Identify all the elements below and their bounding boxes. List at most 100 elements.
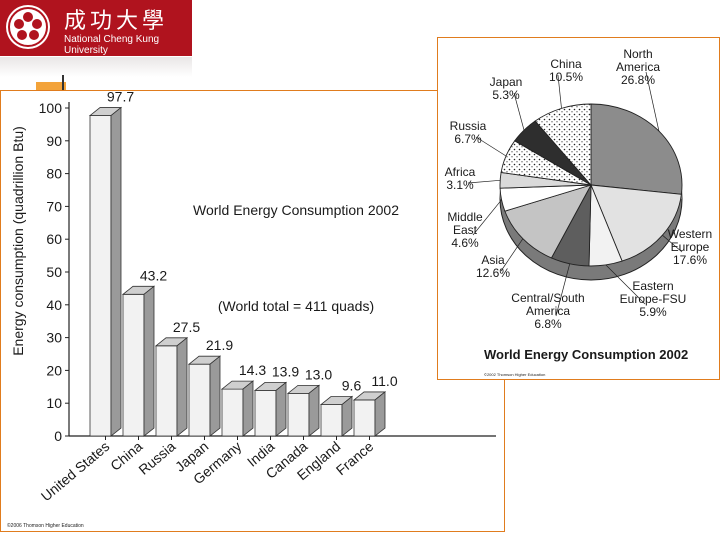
pie-slice-label: Russia xyxy=(450,119,487,133)
bar-side xyxy=(176,336,188,437)
bar-japan xyxy=(187,355,222,437)
pie-chart-title: World Energy Consumption 2002 xyxy=(484,347,688,362)
bar-front xyxy=(353,399,376,437)
pie-leader-line xyxy=(475,136,507,157)
bar-y-tick-label: 30 xyxy=(46,330,62,346)
bar-side xyxy=(341,395,353,437)
bar-chart: Energy consumption (quadrillion Btu) Wor… xyxy=(7,91,496,529)
bar-front xyxy=(320,404,343,437)
pie-slice-label: Africa xyxy=(445,165,476,179)
bar-value-label: 97.7 xyxy=(107,91,134,105)
pie-slice-label: Europe xyxy=(671,240,710,254)
bar-chart-annotation: (World total = 411 quads) xyxy=(218,298,374,314)
bar-side xyxy=(242,380,254,437)
pie-slice-label: East xyxy=(453,223,478,237)
bar-chart-title: World Energy Consumption 2002 xyxy=(193,202,399,218)
pie-leader-line xyxy=(662,234,683,253)
bar-canada xyxy=(286,384,321,437)
pie-slice-label: Japan xyxy=(490,75,523,89)
pie-slice-percent: 10.5% xyxy=(549,70,583,84)
bar-y-tick-label: 10 xyxy=(46,395,62,411)
bar-front xyxy=(287,392,310,437)
university-name-en: National Cheng Kung University xyxy=(64,34,160,56)
pie-slice-label: Middle xyxy=(447,210,483,224)
bar-category-label: United States xyxy=(38,438,113,504)
bar-value-label: 13.0 xyxy=(305,366,332,382)
bar-front xyxy=(188,363,211,437)
bar-category-label: France xyxy=(333,438,377,478)
pie-slice-label: North xyxy=(623,47,652,61)
bar-front xyxy=(155,345,178,437)
pie-slice-label: Western xyxy=(668,227,712,241)
bar-y-tick-label: 60 xyxy=(46,231,62,247)
pie-leader-line xyxy=(605,264,646,305)
pie-slice-label: China xyxy=(550,57,582,71)
bar-front xyxy=(122,293,145,437)
pie-leader-line xyxy=(555,263,571,317)
pie-slice-percent: 3.1% xyxy=(446,178,474,192)
pie-slice-percent: 6.7% xyxy=(454,132,482,146)
bar-india xyxy=(253,381,288,437)
pie-chart-credit: ©2002 Thomson Higher Education xyxy=(484,372,545,377)
accent-line xyxy=(62,75,64,97)
pie-leader-line xyxy=(467,179,501,184)
bar-side xyxy=(374,391,386,437)
bar-category-label: Russia xyxy=(135,438,178,478)
bar-front xyxy=(221,388,244,437)
pie-slice-percent: 17.6% xyxy=(673,253,707,267)
pie-leader-line xyxy=(557,74,562,109)
bar-value-label: 14.3 xyxy=(239,362,266,378)
pie-slice-percent: 26.8% xyxy=(621,73,655,87)
bar-value-label: 21.9 xyxy=(206,337,233,353)
bar-y-axis-label: Energy consumption (quadrillion Btu) xyxy=(10,126,26,356)
pie-slice-percent: 5.3% xyxy=(492,88,520,102)
bar-front xyxy=(89,115,112,437)
pie-leader-line xyxy=(513,92,525,131)
pie-slice-label: America xyxy=(526,304,570,318)
pie-slice-label: America xyxy=(616,60,660,74)
pie-leader-line xyxy=(645,71,660,132)
university-seal-icon xyxy=(6,5,50,49)
bar-england xyxy=(319,395,354,437)
pie-slice-north-america xyxy=(590,103,683,195)
bar-china xyxy=(121,285,156,437)
bar-side xyxy=(110,106,122,437)
bar-front xyxy=(254,390,277,437)
bar-side xyxy=(308,384,320,437)
bar-value-label: 43.2 xyxy=(140,267,167,283)
bar-y-tick-label: 0 xyxy=(54,428,62,444)
bar-y-tick-label: 70 xyxy=(46,198,62,214)
bar-y-tick-label: 40 xyxy=(46,297,62,313)
bar-united-states xyxy=(88,106,123,437)
pie-slice-percent: 12.6% xyxy=(476,266,510,280)
pie-slice-percent: 4.6% xyxy=(451,236,479,250)
bar-side xyxy=(143,285,155,437)
bar-chart-credit: ©2006 Thomson Higher Education xyxy=(7,522,84,529)
bar-chart-panel: Energy consumption (quadrillion Btu) Wor… xyxy=(0,90,505,532)
bar-y-tick-label: 100 xyxy=(39,100,63,116)
university-logo: 成功大學 National Cheng Kung University xyxy=(0,0,192,56)
university-name-cn: 成功大學 xyxy=(64,9,169,34)
bar-y-tick-label: 80 xyxy=(46,166,62,182)
pie-slice-percent: 5.9% xyxy=(639,305,667,319)
pie-leader-line xyxy=(500,238,524,272)
pie-chart: World Energy Consumption 2002 ©2002 Thom… xyxy=(445,47,713,377)
pie-slice-percent: 6.8% xyxy=(534,317,562,331)
pie-slice-western-europe xyxy=(590,184,682,262)
bar-side xyxy=(209,355,221,437)
bar-france xyxy=(352,391,387,437)
pie-slice-label: Eastern xyxy=(632,279,673,293)
bar-y-tick-label: 20 xyxy=(46,362,62,378)
bar-y-tick-label: 50 xyxy=(46,264,62,280)
pie-leader-line xyxy=(472,199,502,236)
pie-slice-label: Europe-FSU xyxy=(620,292,687,306)
pie-slice-label: Asia xyxy=(481,253,505,267)
bar-value-label: 27.5 xyxy=(173,319,200,335)
bar-value-label: 13.9 xyxy=(272,363,299,379)
bar-value-label: 9.6 xyxy=(342,378,362,394)
bar-value-label: 11.0 xyxy=(371,373,397,389)
logo-shadow xyxy=(0,57,192,77)
bar-y-tick-label: 90 xyxy=(46,133,62,149)
bar-germany xyxy=(220,380,255,437)
pie-chart-panel: World Energy Consumption 2002 ©2002 Thom… xyxy=(437,37,720,380)
